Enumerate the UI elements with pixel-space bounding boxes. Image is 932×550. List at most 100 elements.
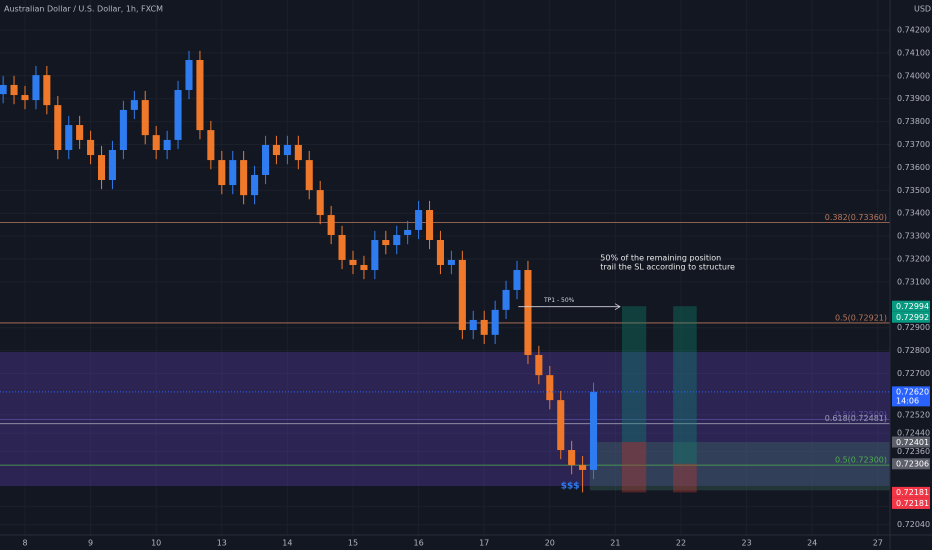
candle-body xyxy=(393,234,401,246)
candle-body xyxy=(98,155,106,181)
candle-body xyxy=(382,240,390,246)
candle-body xyxy=(54,105,62,151)
candle-body xyxy=(327,215,335,235)
candle-body xyxy=(163,139,171,151)
candle-body xyxy=(251,174,259,196)
x-tick-label: 13 xyxy=(217,539,227,548)
y-tick-label: 0.72040 xyxy=(897,520,930,529)
candle-body xyxy=(152,135,160,151)
candle-body xyxy=(43,75,51,106)
price-badge-label: 0.72994 xyxy=(896,302,929,311)
candle-body xyxy=(272,144,280,156)
candle-body xyxy=(557,400,565,451)
y-tick-label: 0.72520 xyxy=(897,410,930,419)
y-tick-label: 0.72360 xyxy=(897,447,930,456)
y-tick-label: 0.73300 xyxy=(897,232,930,241)
price-badge xyxy=(892,486,930,498)
price-badge-label: 0.72181 xyxy=(896,499,929,508)
x-tick-label: 22 xyxy=(676,539,686,548)
level-label: 0.5(0.72500) xyxy=(835,410,887,419)
candle-body xyxy=(76,125,84,140)
price-badge-label: 0.72306 xyxy=(896,460,929,469)
y-tick-label: 0.73200 xyxy=(897,255,930,264)
candle-body xyxy=(218,160,226,186)
arrow-label: TP1 - 50% xyxy=(543,297,575,304)
candle-body xyxy=(436,240,444,265)
currency: USD xyxy=(914,5,931,14)
y-tick-label: 0.73900 xyxy=(897,94,930,103)
candle-body xyxy=(262,144,270,175)
y-tick-label: 0.73700 xyxy=(897,140,930,149)
level-label: 0.382(0.73360) xyxy=(825,213,887,222)
last-price-label: 0.72620 xyxy=(896,387,929,396)
y-tick-label: 0.74100 xyxy=(897,48,930,57)
candle-body xyxy=(130,100,138,110)
y-tick-label: 0.73400 xyxy=(897,209,930,218)
countdown: 14:06 xyxy=(896,396,919,405)
candle-body xyxy=(65,125,73,151)
candle-body xyxy=(141,100,149,136)
candle-body xyxy=(491,309,499,335)
candle-body xyxy=(87,139,95,156)
y-tick-label: 0.74000 xyxy=(897,71,930,80)
price-badge-label: 0.72181 xyxy=(896,488,929,497)
price-badge-label: 0.72401 xyxy=(896,438,929,447)
zone xyxy=(589,442,890,491)
candle-body xyxy=(568,450,576,466)
x-tick-label: 17 xyxy=(479,539,489,548)
price-badge xyxy=(892,436,930,448)
chart-title: Australian Dollar / U.S. Dollar, 1h, FXC… xyxy=(4,5,163,14)
candle-body xyxy=(415,210,423,230)
price-badge xyxy=(892,311,930,323)
axes: 8 9 10 13 14 15 16 17 20 21 22 23 24 27 0.74200 0.74100… xyxy=(22,26,930,548)
candle-body xyxy=(10,84,18,96)
y-tick-label: 0.72900 xyxy=(897,323,930,332)
x-tick-label: 21 xyxy=(610,539,620,548)
candle-body xyxy=(480,319,488,335)
candle-body xyxy=(0,84,7,95)
x-tick-label: 9 xyxy=(88,539,93,548)
candle-body xyxy=(196,60,204,131)
note-text: 50% of the remaining position xyxy=(600,254,721,263)
y-tick-label: 0.72800 xyxy=(897,346,930,355)
candle-body xyxy=(524,270,532,355)
x-tick-label: 8 xyxy=(22,539,27,548)
profit-zone xyxy=(621,306,647,443)
candle-body xyxy=(32,75,40,101)
x-tick-label: 10 xyxy=(151,539,161,548)
note-text: trail the SL according to structure xyxy=(600,263,735,272)
loss-zone xyxy=(621,442,647,493)
candle-body xyxy=(469,319,477,331)
x-tick-label: 24 xyxy=(807,539,817,548)
last-price-badge xyxy=(892,386,930,407)
loss-zone xyxy=(673,463,697,493)
candle-body xyxy=(185,60,193,91)
candle-body xyxy=(458,259,466,331)
candle-body xyxy=(513,270,521,290)
arrow-head xyxy=(614,303,621,311)
y-tick-label: 0.72440 xyxy=(897,429,930,438)
level-label: 0.5(0.72921) xyxy=(835,313,887,322)
level-label: 0.5(0.72300) xyxy=(835,456,887,465)
candle-body xyxy=(283,144,291,156)
candle-body xyxy=(174,90,182,140)
candle-body xyxy=(426,210,434,241)
y-tick-label: 0.73500 xyxy=(897,186,930,195)
price-badge-label: 0.72992 xyxy=(896,313,929,322)
candle-body xyxy=(229,160,237,186)
candle-body xyxy=(371,240,379,271)
candle-body xyxy=(404,229,412,235)
candle-body xyxy=(579,465,587,470)
candle-body xyxy=(349,259,357,265)
y-tick-label: 0.73600 xyxy=(897,163,930,172)
y-tick-label: 0.72700 xyxy=(897,369,930,378)
marker-label: $$$ xyxy=(561,481,580,491)
candle-body xyxy=(207,130,215,161)
y-tick-label: 0.73100 xyxy=(897,277,930,286)
candle-body xyxy=(119,109,127,151)
candle-body xyxy=(240,160,248,196)
price-badge xyxy=(892,300,930,312)
x-tick-label: 27 xyxy=(873,539,883,548)
